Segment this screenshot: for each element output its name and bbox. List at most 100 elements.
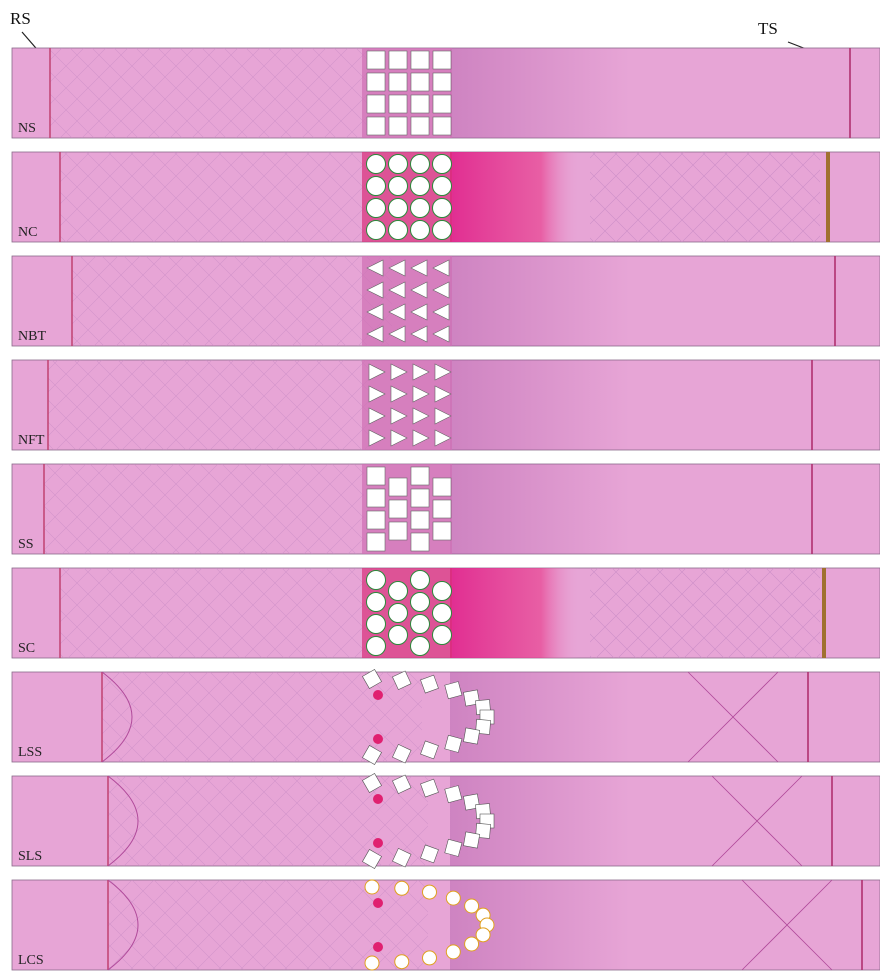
wave-pattern <box>590 152 820 242</box>
panel-label: LSS <box>18 745 42 760</box>
obstacle <box>389 500 407 518</box>
obstacle <box>389 117 407 135</box>
obstacle <box>367 199 386 218</box>
obstacle <box>389 522 407 540</box>
obstacle <box>476 928 490 942</box>
obstacle <box>411 489 429 507</box>
panel-label: SC <box>18 641 35 656</box>
obstacle <box>411 637 430 656</box>
wake <box>450 256 630 346</box>
obstacle <box>411 117 429 135</box>
obstacle <box>367 489 385 507</box>
obstacle <box>389 51 407 69</box>
panel: NFT <box>12 360 880 450</box>
obstacle <box>367 221 386 240</box>
wave-pattern <box>590 568 820 658</box>
wake <box>450 672 630 762</box>
panel: SS <box>12 464 880 554</box>
obstacle <box>411 177 430 196</box>
obstacle <box>411 221 430 240</box>
obstacle <box>367 511 385 529</box>
vortex <box>373 690 383 700</box>
obstacle <box>389 604 408 623</box>
obstacle <box>411 155 430 174</box>
panel-label: NS <box>18 121 36 136</box>
obstacle <box>367 615 386 634</box>
obstacle <box>411 615 430 634</box>
obstacle <box>465 937 479 951</box>
obstacle <box>367 95 385 113</box>
wake <box>450 152 580 242</box>
obstacle <box>423 951 437 965</box>
obstacle <box>365 956 379 970</box>
obstacle <box>433 604 452 623</box>
obstacle <box>389 73 407 91</box>
panel-label: NC <box>18 225 37 240</box>
obstacle <box>411 95 429 113</box>
panel: SLS <box>12 773 880 868</box>
wave-pattern <box>108 880 428 970</box>
panel-label: SS <box>18 537 34 552</box>
wave-pattern <box>44 464 364 554</box>
annotation: RS <box>10 9 31 28</box>
obstacle <box>411 593 430 612</box>
obstacle <box>433 626 452 645</box>
wave-pattern <box>48 360 368 450</box>
obstacle <box>389 155 408 174</box>
obstacle <box>367 117 385 135</box>
wave-pattern <box>108 776 428 866</box>
obstacle <box>433 478 451 496</box>
wave-pattern <box>60 568 380 658</box>
obstacle <box>389 95 407 113</box>
panel: LSS <box>12 669 880 764</box>
wave-pattern <box>72 256 392 346</box>
obstacle <box>433 177 452 196</box>
wake <box>450 48 630 138</box>
panel: SC <box>12 568 880 658</box>
obstacle <box>411 51 429 69</box>
obstacle <box>389 582 408 601</box>
obstacle <box>433 73 451 91</box>
obstacle <box>367 467 385 485</box>
obstacle <box>433 51 451 69</box>
wave-pattern <box>50 48 370 138</box>
obstacle <box>433 155 452 174</box>
wake <box>450 776 630 866</box>
obstacle <box>433 582 452 601</box>
wake <box>450 880 630 970</box>
obstacle <box>365 880 379 894</box>
wake <box>450 360 630 450</box>
panels: NS NC NBT NFT SS SC LSS SLS LCS <box>12 48 880 970</box>
obstacle <box>395 955 409 969</box>
panel-label: NFT <box>18 433 45 448</box>
obstacle <box>395 881 409 895</box>
obstacle <box>423 885 437 899</box>
obstacle <box>465 899 479 913</box>
panel: NS <box>12 48 880 138</box>
obstacle <box>463 728 479 744</box>
wave-pattern <box>60 152 380 242</box>
obstacle <box>411 571 430 590</box>
obstacle <box>367 593 386 612</box>
obstacle <box>446 891 460 905</box>
obstacle <box>367 637 386 656</box>
obstacle <box>463 832 479 848</box>
panel: LCS <box>12 880 880 970</box>
panel: NBT <box>12 256 880 346</box>
obstacle <box>433 221 452 240</box>
obstacle <box>367 533 385 551</box>
annotation: TS <box>758 19 778 38</box>
obstacle <box>367 51 385 69</box>
obstacle <box>433 199 452 218</box>
panel-label: NBT <box>18 329 46 344</box>
obstacle <box>367 177 386 196</box>
panel-label: LCS <box>18 953 44 968</box>
vortex <box>373 838 383 848</box>
obstacle <box>389 221 408 240</box>
obstacle <box>389 199 408 218</box>
obstacle <box>411 467 429 485</box>
obstacle <box>389 626 408 645</box>
obstacle <box>433 117 451 135</box>
obstacle <box>433 522 451 540</box>
panel-label: SLS <box>18 849 42 864</box>
